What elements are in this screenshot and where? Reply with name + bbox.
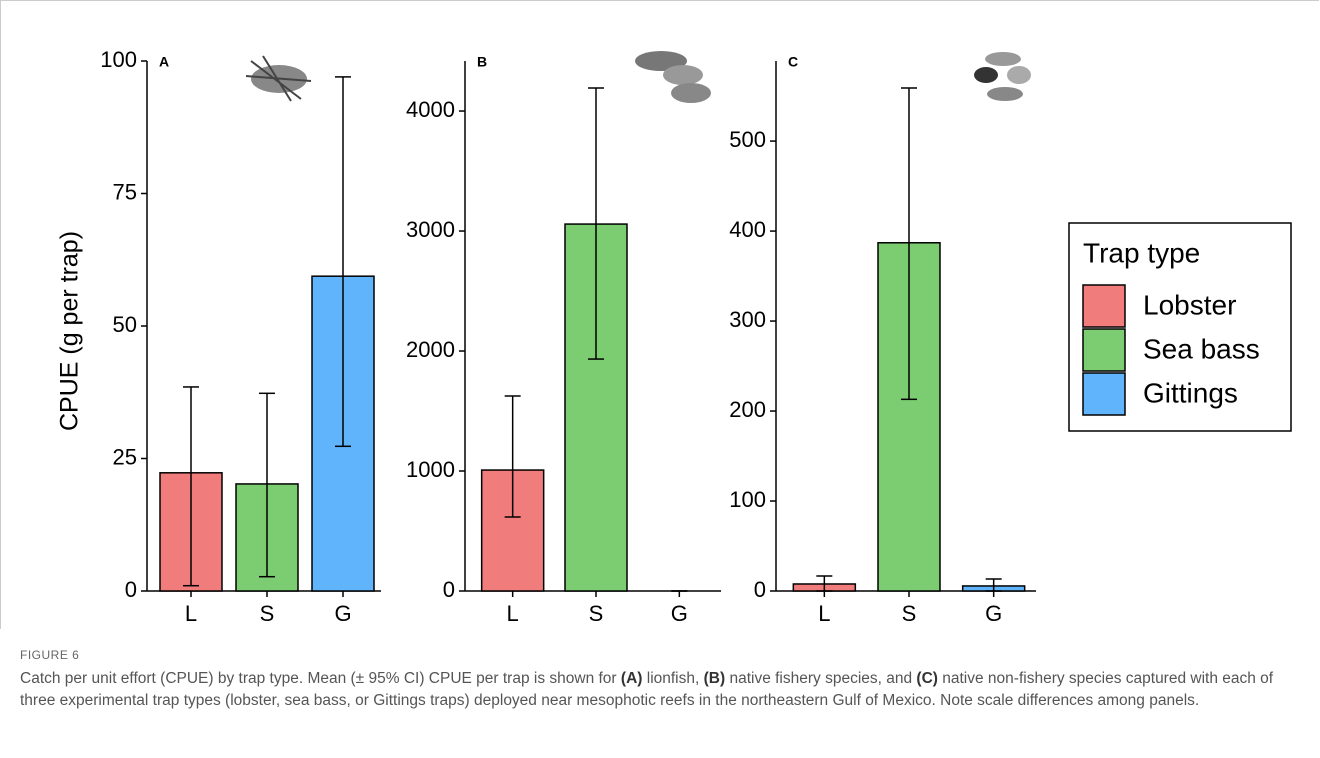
y-tick-label: 400: [729, 217, 766, 242]
y-tick-label: 1000: [406, 457, 455, 482]
y-tick-label: 25: [113, 444, 137, 469]
x-tick-label: G: [671, 601, 688, 626]
x-tick-label: G: [985, 601, 1002, 626]
legend-swatch: [1082, 284, 1126, 328]
y-tick-label: 500: [729, 127, 766, 152]
error-bar: [259, 392, 275, 578]
legend-swatch: [1082, 372, 1126, 416]
x-tick-label: S: [902, 601, 917, 626]
y-tick-label: 200: [729, 397, 766, 422]
legend-label: Sea bass: [1143, 333, 1260, 364]
x-tick-label: L: [818, 601, 830, 626]
caption-segment: native non-fishery species captured with…: [20, 670, 1274, 709]
error-bar: [335, 76, 351, 448]
panel-label: A: [159, 54, 169, 70]
x-tick-label: S: [260, 601, 275, 626]
error-bar: [588, 87, 604, 360]
y-tick-label: 0: [754, 577, 766, 602]
caption-segment: (C): [916, 670, 938, 687]
y-tick-label: 75: [113, 179, 137, 204]
error-bar: [901, 87, 917, 401]
y-tick-label: 50: [113, 312, 137, 337]
y-tick-label: 100: [100, 47, 137, 72]
panel-label: B: [477, 54, 487, 70]
x-tick-label: S: [589, 601, 604, 626]
caption: Catch per unit effort (CPUE) by trap typ…: [20, 668, 1300, 712]
x-tick-label: L: [185, 601, 197, 626]
y-tick-label: 2000: [406, 337, 455, 362]
fish-icon: [245, 51, 1031, 103]
y-tick-label: 100: [729, 487, 766, 512]
legend-label: Gittings: [1143, 377, 1238, 408]
x-tick-label: G: [334, 601, 351, 626]
y-tick-label: 300: [729, 307, 766, 332]
error-bar: [504, 395, 521, 518]
y-tick-label: 0: [125, 577, 137, 602]
figure: Trap type Lobster Sea bass Gittings A CPUE …: [0, 0, 1319, 629]
error-bar: [183, 386, 199, 587]
y-tick-label: 0: [443, 577, 455, 602]
y-axis-label: CPUE (g per trap): [56, 231, 84, 431]
figure-label: FIGURE 6: [20, 648, 80, 662]
caption-segment: (B): [703, 670, 726, 687]
y-tick-label: 4000: [406, 97, 455, 122]
x-tick-label: L: [507, 601, 519, 626]
legend-swatch: [1082, 328, 1126, 372]
y-tick-label: 3000: [406, 217, 455, 242]
caption-segment: lionfish,: [642, 670, 704, 687]
legend-label: Lobster: [1143, 289, 1236, 320]
panel-label: C: [788, 54, 798, 70]
legend: Trap type Lobster Sea bass Gittings: [1068, 222, 1292, 432]
caption-segment: native fishery species, and: [725, 670, 917, 687]
legend-title: Trap type: [1083, 237, 1200, 268]
caption-segment: Catch per unit effort (CPUE) by trap typ…: [20, 670, 621, 687]
caption-segment: (A): [620, 670, 643, 687]
